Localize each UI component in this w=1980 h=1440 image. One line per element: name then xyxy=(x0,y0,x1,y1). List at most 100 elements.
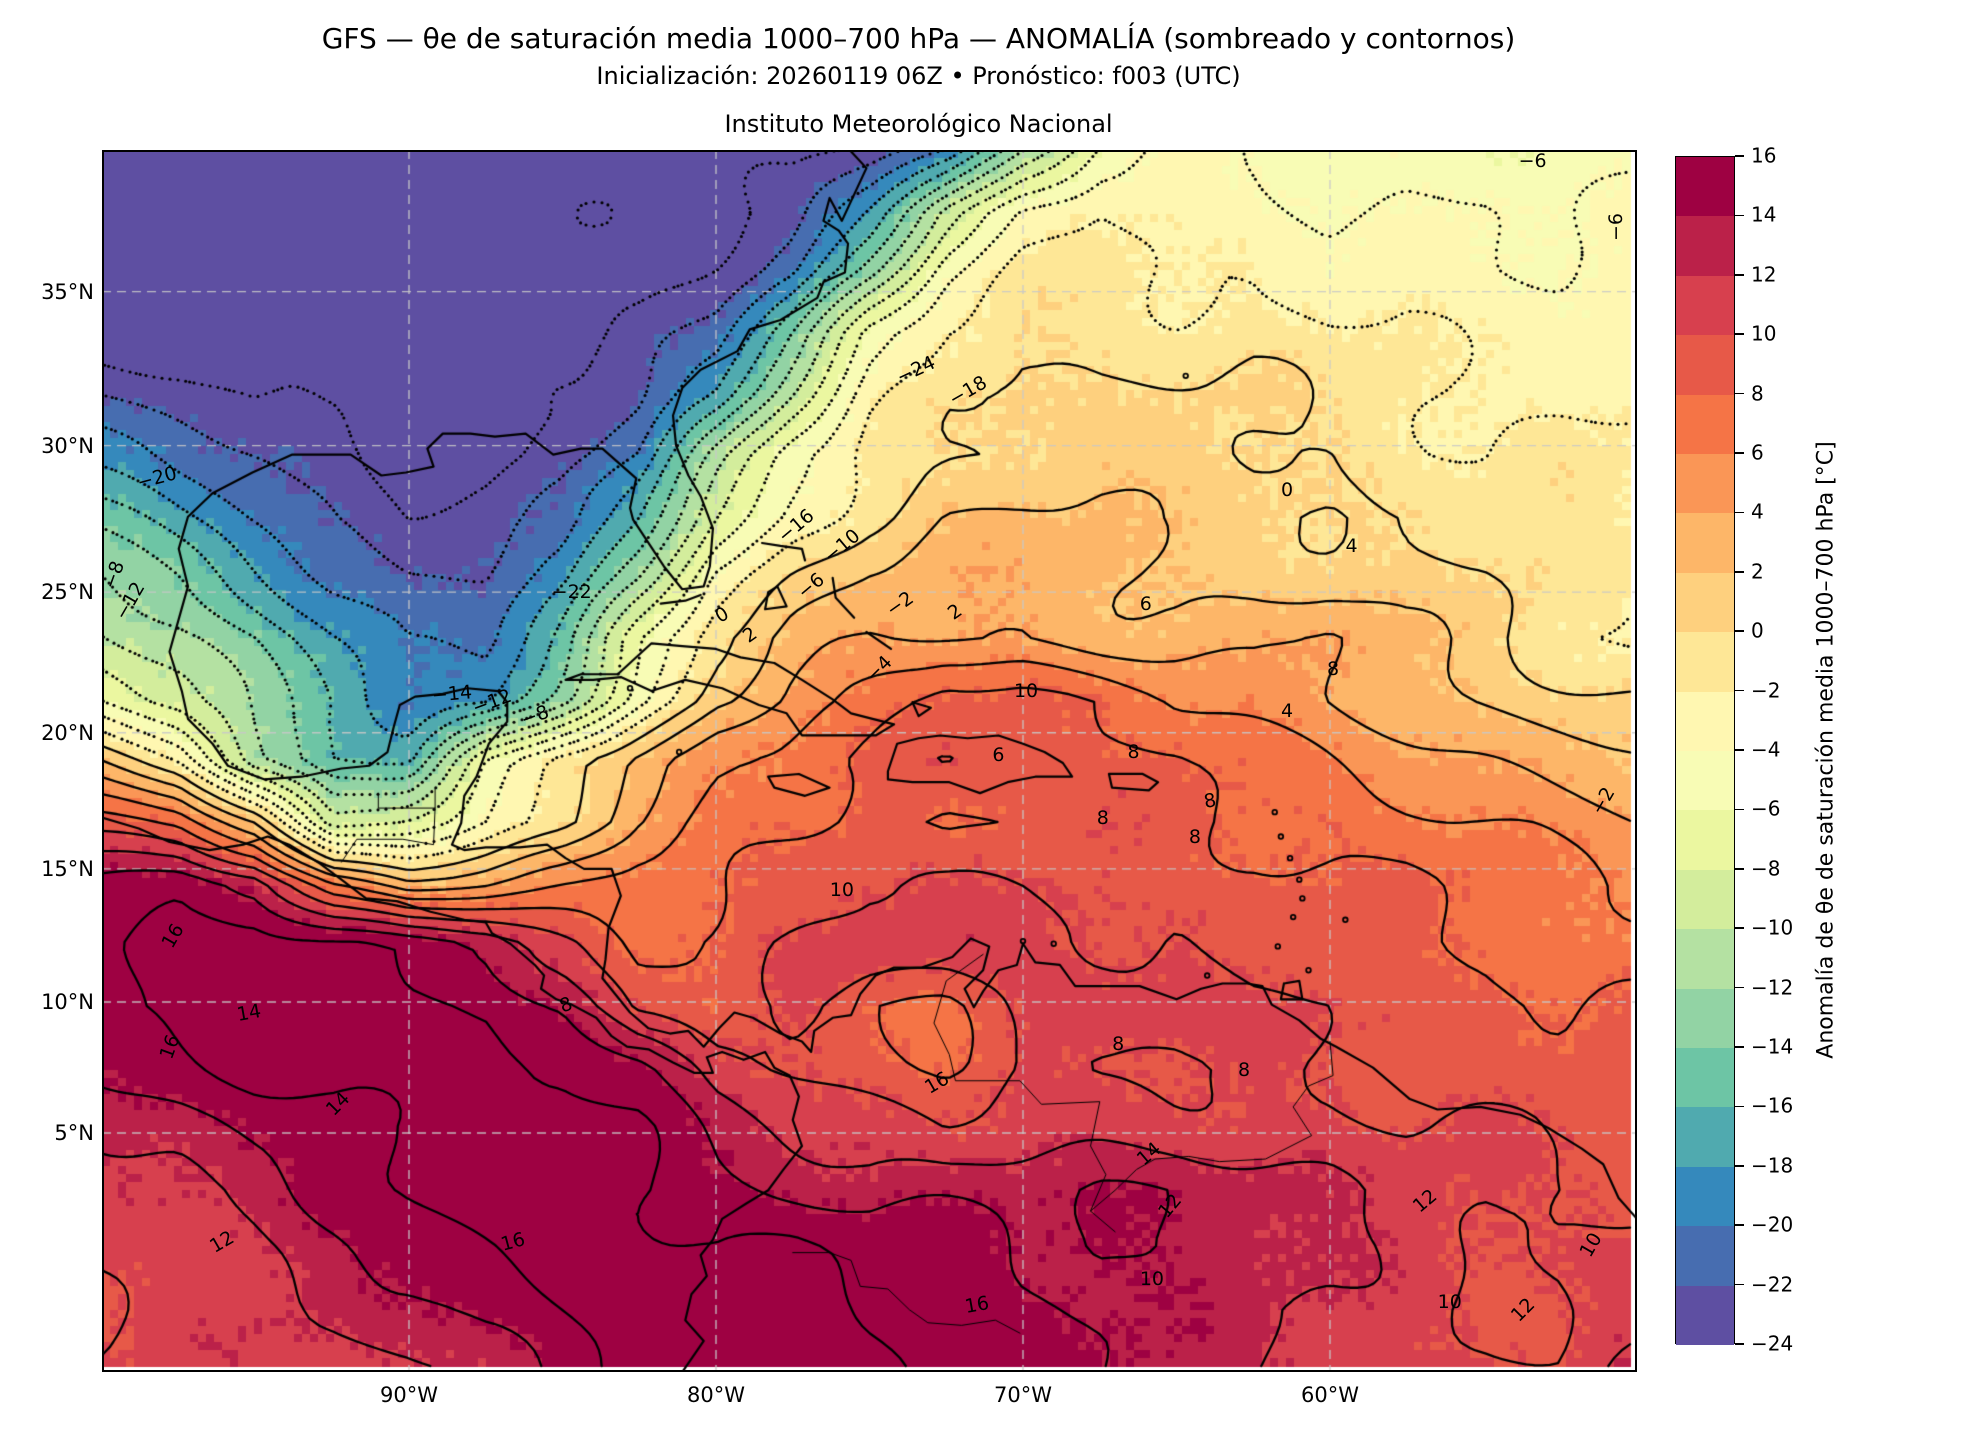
contour-label: −14 xyxy=(431,681,473,707)
colorbar-tick-label: −24 xyxy=(1751,1331,1794,1356)
colorbar-segment xyxy=(1676,572,1734,633)
colorbar-tick-label: −8 xyxy=(1751,856,1781,881)
chart-subtitle-institution: Instituto Meteorológico Nacional xyxy=(724,110,1113,138)
colorbar-tick-mark xyxy=(1735,392,1744,395)
colorbar-tick-mark xyxy=(1735,511,1744,514)
colorbar-segment xyxy=(1676,869,1734,930)
colorbar-tick-label: −10 xyxy=(1751,915,1794,940)
colorbar-tick-label: −12 xyxy=(1751,975,1794,1000)
colorbar-tick-label: 14 xyxy=(1751,202,1777,227)
contour-label: 8 xyxy=(1237,1059,1251,1082)
contour-label: 8 xyxy=(1112,1033,1125,1056)
colorbar-title: Anomalía de θe de saturación media 1000–… xyxy=(1813,441,1839,1059)
contour-label: 6 xyxy=(1139,592,1152,615)
colorbar-tick-label: −6 xyxy=(1751,796,1781,821)
contour-label: −6 xyxy=(1518,150,1547,173)
colorbar-tick-label: 16 xyxy=(1751,143,1777,168)
contour-label: 16 xyxy=(963,1291,991,1318)
contour-label: 8 xyxy=(1127,741,1140,763)
colorbar-tick-label: −16 xyxy=(1751,1093,1794,1118)
chart-title: GFS — θe de saturación media 1000–700 hP… xyxy=(321,22,1516,55)
colorbar-segment xyxy=(1676,454,1734,514)
y-tick-10: 10°N xyxy=(41,989,94,1014)
colorbar-tick-label: −18 xyxy=(1751,1153,1794,1178)
colorbar-segment xyxy=(1676,1285,1734,1346)
colorbar-segment xyxy=(1676,1226,1734,1287)
colorbar-segment xyxy=(1676,216,1734,277)
colorbar-segment xyxy=(1676,1166,1734,1227)
colorbar-tick-mark xyxy=(1735,155,1744,157)
colorbar-tick-label: −14 xyxy=(1751,1034,1794,1059)
colorbar-tick-mark xyxy=(1735,452,1744,454)
contour-label: 10 xyxy=(829,879,854,902)
colorbar-segment xyxy=(1676,751,1734,811)
contour-label: 8 xyxy=(1188,825,1201,848)
y-tick-30: 30°N xyxy=(41,433,94,458)
colorbar-tick-mark xyxy=(1735,1165,1744,1167)
contour-label: 6 xyxy=(992,743,1005,766)
contour-label: 14 xyxy=(235,999,264,1026)
colorbar-tick-mark xyxy=(1735,689,1744,692)
colorbar-segment xyxy=(1676,632,1734,693)
colorbar-segment xyxy=(1676,513,1734,574)
contour-label: −6 xyxy=(1604,213,1627,242)
colorbar-segment xyxy=(1676,1107,1734,1168)
colorbar-tick-label: 6 xyxy=(1751,440,1764,465)
colorbar-tick-label: 2 xyxy=(1751,559,1764,584)
y-tick-20: 20°N xyxy=(41,720,94,745)
y-tick-15: 15°N xyxy=(41,856,94,881)
colorbar-tick-mark xyxy=(1735,749,1744,751)
colorbar-segment xyxy=(1676,929,1734,990)
colorbar-tick-mark xyxy=(1735,333,1744,335)
anomaly-map-canvas xyxy=(102,150,1637,1372)
chart-subtitle-init-forecast: Inicialización: 20260119 06Z • Pronóstic… xyxy=(596,62,1241,90)
contour-label: −22 xyxy=(551,581,592,604)
colorbar-tick-label: 10 xyxy=(1751,321,1777,346)
colorbar-segment xyxy=(1676,394,1734,455)
colorbar-tick-label: −4 xyxy=(1751,737,1781,762)
colorbar-tick-label: 4 xyxy=(1751,499,1764,524)
colorbar-tick-label: −2 xyxy=(1751,678,1781,703)
colorbar-tick-mark xyxy=(1735,214,1744,217)
colorbar-tick-mark xyxy=(1735,1283,1744,1286)
y-tick-35: 35°N xyxy=(41,279,94,304)
colorbar-tick-label: 8 xyxy=(1751,381,1764,406)
colorbar-tick-mark xyxy=(1735,868,1744,870)
colorbar-tick-mark xyxy=(1735,274,1744,276)
colorbar-tick-mark xyxy=(1735,630,1744,632)
contour-label: 10 xyxy=(1139,1267,1165,1290)
contour-label: 10 xyxy=(1437,1290,1462,1313)
colorbar-segment xyxy=(1676,1048,1734,1108)
y-tick-25: 25°N xyxy=(41,580,94,605)
map-plot-area: −24 −18 −22 −20 −16 −10 −6 −4 −2 2 0 −14 −12 −8 −8 −12−… xyxy=(99,150,1637,1372)
colorbar-tick-label: −20 xyxy=(1751,1212,1794,1237)
contour-label: 8 xyxy=(1327,657,1340,680)
contour-label: 8 xyxy=(1096,806,1109,829)
x-tick-80W: 80°W xyxy=(687,1383,745,1407)
contour-label: 4 xyxy=(1280,699,1294,722)
colorbar-tick-mark xyxy=(1735,927,1744,929)
contour-label: 4 xyxy=(1345,534,1358,557)
x-tick-90W: 90°W xyxy=(380,1383,438,1407)
colorbar-tick-mark xyxy=(1735,808,1744,811)
colorbar-tick-mark xyxy=(1735,571,1744,573)
colorbar-tick-label: 12 xyxy=(1751,262,1777,287)
colorbar-segment xyxy=(1676,275,1734,336)
x-tick-70W: 70°W xyxy=(994,1383,1052,1407)
x-tick-60W: 60°W xyxy=(1301,1383,1359,1407)
colorbar-segment xyxy=(1676,691,1734,752)
colorbar-tick-label: 0 xyxy=(1751,618,1764,643)
colorbar-segment xyxy=(1676,157,1734,217)
colorbar-tick-mark xyxy=(1735,986,1744,989)
colorbar-tick-mark xyxy=(1735,1224,1744,1226)
colorbar-segment xyxy=(1676,988,1734,1049)
colorbar xyxy=(1675,156,1735,1346)
contour-label: 0 xyxy=(1280,479,1294,502)
colorbar-tick-label: −22 xyxy=(1751,1272,1794,1297)
colorbar-segment xyxy=(1676,810,1734,871)
y-tick-5: 5°N xyxy=(54,1120,94,1145)
colorbar-tick-mark xyxy=(1735,1046,1744,1048)
colorbar-segment xyxy=(1676,335,1734,396)
colorbar-tick-mark xyxy=(1735,1343,1744,1345)
